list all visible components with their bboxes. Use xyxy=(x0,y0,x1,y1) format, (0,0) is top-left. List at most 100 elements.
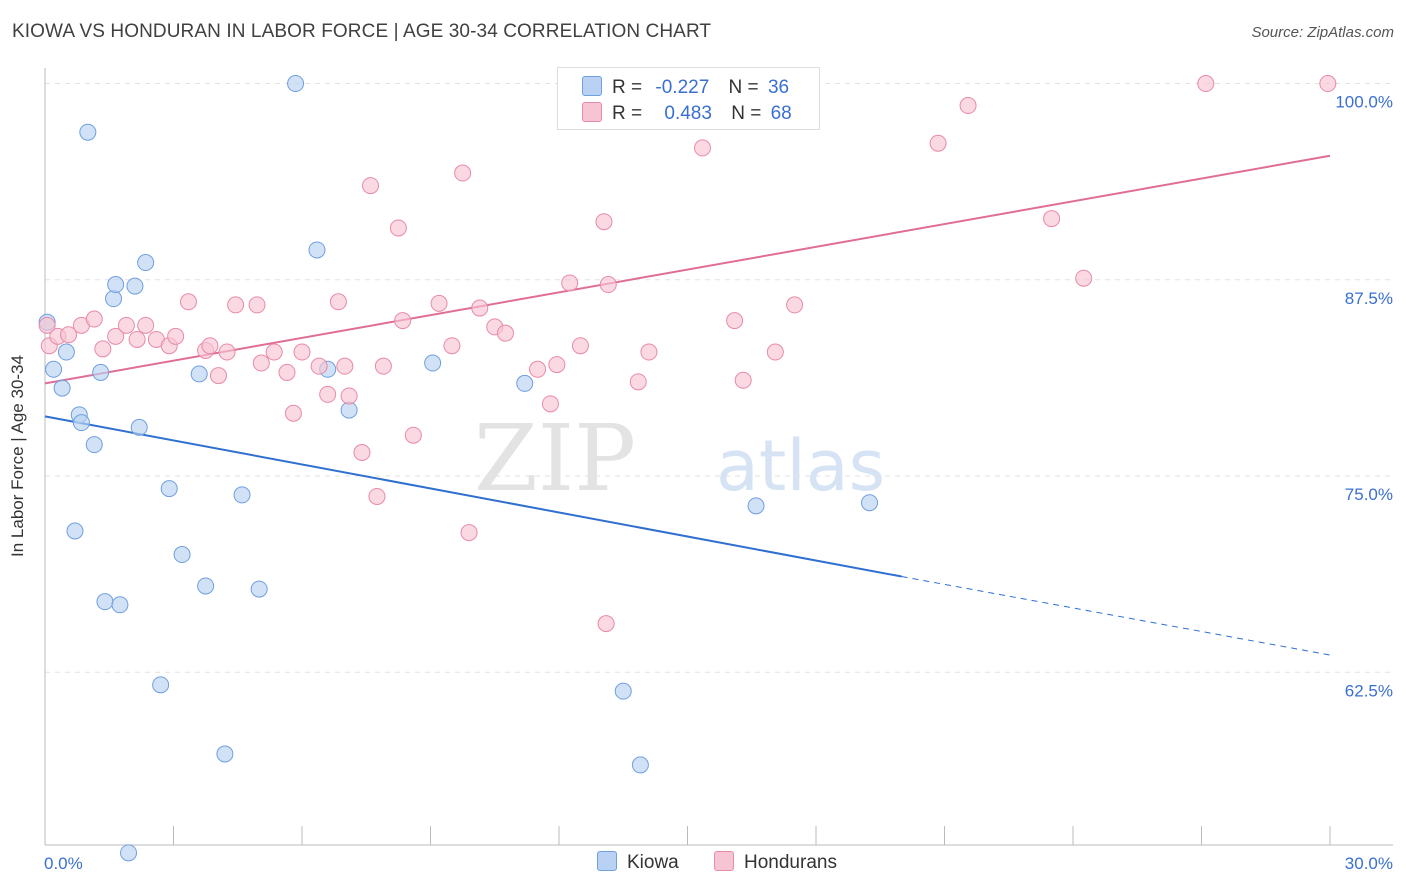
hondurans-point xyxy=(1197,75,1215,93)
hondurans-point xyxy=(368,487,386,505)
hondurans-point xyxy=(167,327,185,345)
n-value: 36 xyxy=(767,77,790,98)
hondurans-point xyxy=(252,354,270,372)
kiowa-point xyxy=(107,276,125,294)
kiowa-point xyxy=(85,436,103,454)
hondurans-point xyxy=(786,296,804,314)
legend-item-hondurans: Hondurans xyxy=(714,851,837,874)
hondurans-point xyxy=(248,296,266,314)
kiowa-point xyxy=(197,577,215,595)
legend-row-kiowa: R = -0.227 N = 36 xyxy=(582,76,789,102)
hondurans-point xyxy=(117,316,135,334)
legend-item-kiowa: Kiowa xyxy=(597,851,679,874)
y-axis-label: In Labor Force | Age 30-34 xyxy=(8,355,27,557)
hondurans-point xyxy=(496,324,514,342)
hondurans-point xyxy=(137,316,155,334)
watermark-zip: ZIP xyxy=(474,405,636,512)
kiowa-point xyxy=(160,480,178,498)
watermark: ZIP atlas xyxy=(474,405,885,512)
hondurans-point xyxy=(548,356,566,374)
y-tick-label: 75.0% xyxy=(1345,485,1393,504)
hondurans-trend-line xyxy=(44,154,1331,385)
hondurans-point xyxy=(394,312,412,330)
hondurans-point xyxy=(541,395,559,413)
hondurans-point xyxy=(278,363,296,381)
hondurans-point xyxy=(179,293,197,311)
r-label: R = xyxy=(612,77,643,98)
gridlines xyxy=(45,83,1395,673)
kiowa-trend-extension xyxy=(901,576,1331,656)
y-tick-label: 100.0% xyxy=(1335,93,1393,112)
kiowa-point xyxy=(424,354,442,372)
hondurans-swatch xyxy=(582,102,602,122)
kiowa-point xyxy=(105,290,123,308)
source-label: Source: ZipAtlas.com xyxy=(1251,24,1394,41)
kiowa-point xyxy=(96,593,114,611)
hondurans-point xyxy=(284,404,302,422)
kiowa-point xyxy=(111,596,129,614)
kiowa-point xyxy=(79,123,97,141)
kiowa-point xyxy=(45,360,63,378)
hondurans-point xyxy=(218,343,236,361)
kiowa-point xyxy=(861,494,879,512)
kiowa-point xyxy=(340,401,358,419)
hondurans-point xyxy=(310,357,328,375)
hondurans-point xyxy=(404,426,422,444)
hondurans-point xyxy=(94,340,112,358)
hondurans-point xyxy=(389,219,407,237)
correlation-legend: R = -0.227 N = 36 R = 0.483 N = 68 xyxy=(557,67,820,130)
hondurans-point xyxy=(595,213,613,231)
kiowa-point xyxy=(126,277,144,295)
hondurans-point xyxy=(128,330,146,348)
hondurans-point xyxy=(85,310,103,328)
kiowa-point xyxy=(631,756,649,774)
hondurans-point xyxy=(362,177,380,195)
kiowa-point xyxy=(190,365,208,383)
hondurans-point xyxy=(38,316,56,334)
hondurans-point xyxy=(460,524,478,542)
kiowa-point xyxy=(66,522,84,540)
kiowa-legend-label: Kiowa xyxy=(627,852,679,873)
watermark-atlas: atlas xyxy=(716,425,885,507)
x-tick-label-max: 30.0% xyxy=(1345,854,1393,873)
hondurans-point xyxy=(640,343,658,361)
hondurans-point xyxy=(209,367,227,385)
kiowa-point xyxy=(216,745,234,763)
series-legend: Kiowa Hondurans xyxy=(0,851,1406,879)
axes xyxy=(44,68,1393,846)
hondurans-point xyxy=(959,97,977,115)
kiowa-point xyxy=(53,379,71,397)
n-label: N = xyxy=(728,77,759,98)
hondurans-point xyxy=(107,327,125,345)
hondurans-point xyxy=(454,164,472,182)
data-points xyxy=(38,75,1337,862)
kiowa-point xyxy=(72,414,90,432)
hondurans-point xyxy=(293,343,311,361)
kiowa-point xyxy=(516,374,534,392)
hondurans-point xyxy=(693,139,711,157)
y-tick-label: 87.5% xyxy=(1345,289,1393,308)
hondurans-point xyxy=(471,299,489,317)
kiowa-point xyxy=(120,844,138,862)
hondurans-point xyxy=(734,371,752,389)
kiowa-point xyxy=(287,75,305,93)
hondurans-point xyxy=(629,373,647,391)
hondurans-point xyxy=(929,134,947,152)
hondurans-point xyxy=(571,337,589,355)
hondurans-point xyxy=(265,343,283,361)
kiowa-point xyxy=(137,254,155,272)
hondurans-point xyxy=(1319,75,1337,93)
kiowa-point xyxy=(233,486,251,504)
kiowa-point xyxy=(173,546,191,564)
legend-row-hondurans: R = 0.483 N = 68 xyxy=(582,102,792,128)
hondurans-point xyxy=(1075,269,1093,287)
n-value: 68 xyxy=(770,103,792,124)
kiowa-legend-swatch xyxy=(597,851,617,871)
hondurans-point xyxy=(599,276,617,294)
hondurans-legend-label: Hondurans xyxy=(744,852,837,873)
hondurans-point xyxy=(443,337,461,355)
kiowa-point xyxy=(57,343,75,361)
kiowa-point xyxy=(250,580,268,598)
n-label: N = xyxy=(731,103,762,124)
